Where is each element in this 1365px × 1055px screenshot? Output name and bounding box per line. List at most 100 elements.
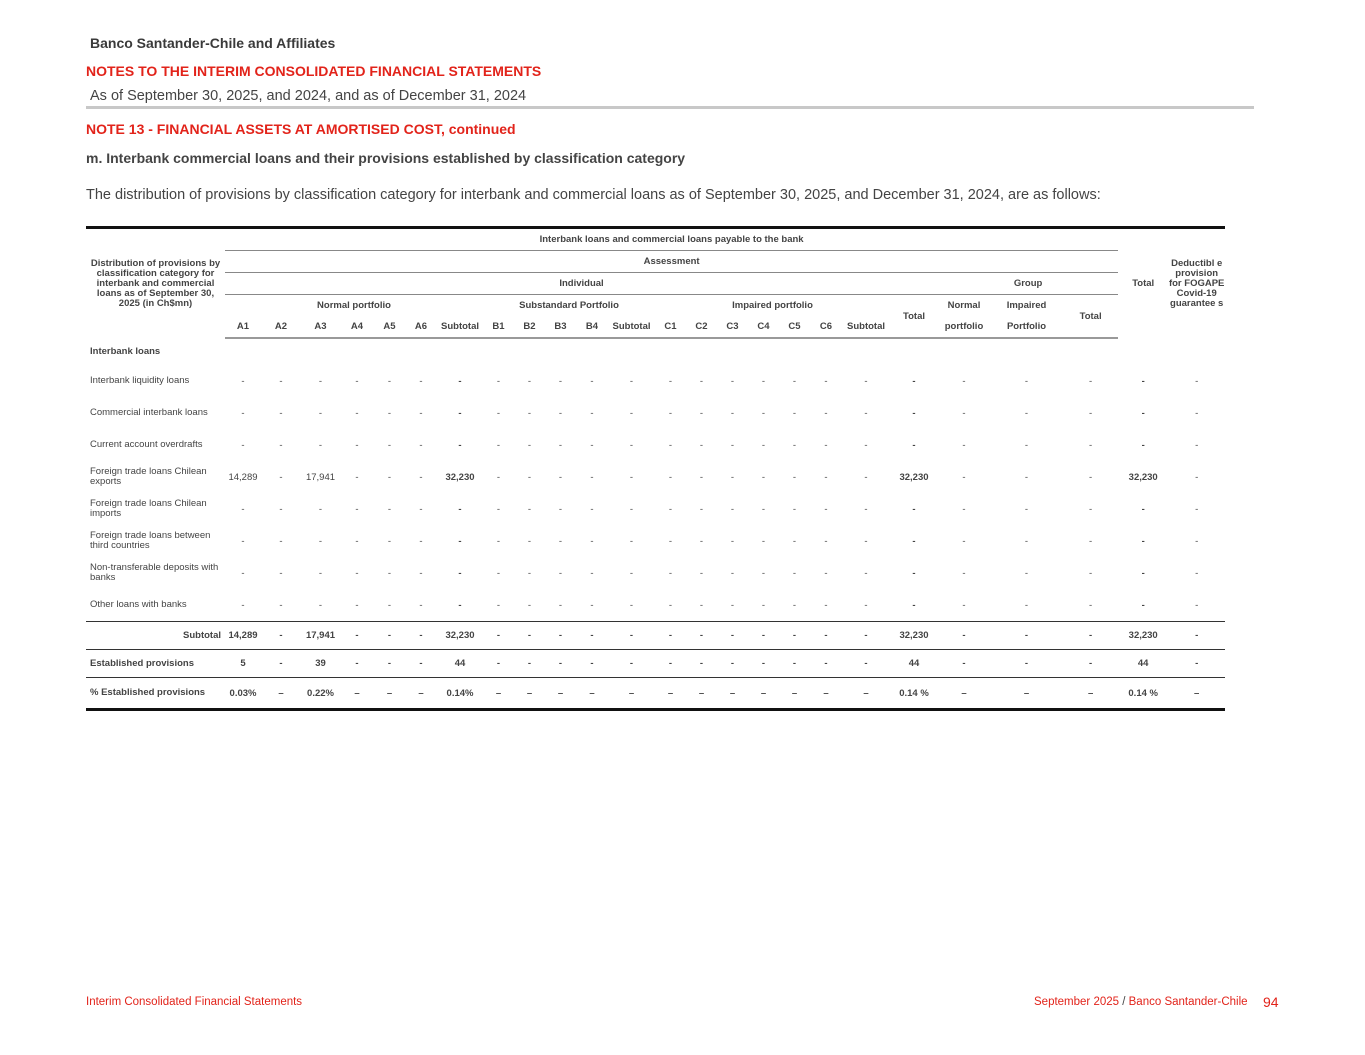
cell: -: [1141, 375, 1145, 387]
substandard-portfolio-header: Substandard Portfolio: [519, 300, 619, 311]
cell: -: [629, 375, 634, 387]
cell: -: [527, 439, 532, 451]
column-header-a1: A1: [225, 316, 261, 339]
cell: -: [699, 599, 704, 611]
cell: -: [668, 535, 673, 547]
header-divider: [86, 106, 1254, 109]
cell: -: [629, 439, 634, 451]
row-label: Current account overdrafts: [90, 439, 203, 450]
cell: -: [387, 503, 392, 515]
summary-cell: -: [655, 649, 686, 678]
cell: -: [962, 599, 966, 611]
summary-cell: –: [779, 677, 810, 711]
column-header-a5: A5: [374, 316, 405, 339]
row-label: Interbank liquidity loans: [90, 375, 190, 386]
summary-cell: -: [514, 649, 545, 678]
cell: -: [387, 375, 392, 387]
summary-cell: –: [405, 677, 437, 711]
summary-cell: -: [717, 649, 748, 678]
summary-cell: -: [842, 649, 890, 678]
cell: -: [279, 407, 283, 419]
summary-cell: -: [261, 649, 301, 678]
summary-cell: -: [340, 649, 374, 678]
summary-cell: –: [686, 677, 717, 711]
cell: -: [792, 375, 797, 387]
cell: -: [792, 599, 797, 611]
cell: -: [279, 439, 283, 451]
cell: -: [558, 471, 563, 483]
cell: -: [590, 407, 594, 419]
individual-total-header: Total: [890, 294, 938, 339]
cell: -: [590, 535, 594, 547]
cell: -: [761, 503, 766, 515]
table-row: Foreign trade loans Chilean exports 14,28…: [86, 461, 1225, 493]
cell: -: [1089, 535, 1093, 547]
column-header-c6: C6: [810, 316, 842, 339]
note-title: NOTE 13 - FINANCIAL ASSETS AT AMORTISED …: [86, 121, 516, 137]
summary-cell: -: [1168, 621, 1226, 650]
cell: -: [1141, 407, 1145, 419]
footer-period: September 2025: [1034, 996, 1120, 1008]
cell: -: [496, 535, 501, 547]
assessment-header: Assessment: [225, 250, 1119, 273]
cell: -: [761, 471, 766, 483]
section-label: Interbank loans: [90, 345, 161, 357]
cell: -: [864, 407, 868, 419]
cell: -: [419, 471, 423, 483]
cell: -: [1089, 471, 1093, 483]
cell: -: [419, 375, 423, 387]
column-header-subtotal: Subtotal: [437, 316, 483, 339]
cell: -: [629, 407, 634, 419]
cell: -: [699, 535, 704, 547]
cell: -: [241, 407, 245, 419]
cell: -: [558, 599, 563, 611]
cell: -: [1195, 503, 1199, 515]
summary-cell: –: [748, 677, 779, 711]
summary-cell: –: [810, 677, 842, 711]
cell: -: [962, 503, 966, 515]
cell: -: [279, 535, 283, 547]
cell: -: [496, 407, 501, 419]
summary-label: Subtotal: [86, 621, 225, 650]
cell: -: [318, 407, 323, 419]
cell: -: [590, 567, 594, 579]
cell: -: [864, 599, 868, 611]
table-row: Other loans with banks - - - - - - - - - - - - - - - - - -…: [86, 589, 1225, 622]
cell: -: [527, 503, 532, 515]
cell: -: [527, 375, 532, 387]
cell: -: [1089, 599, 1093, 611]
summary-cell: –: [608, 677, 655, 711]
cell: -: [1089, 375, 1093, 387]
cell: -: [590, 503, 594, 515]
page-number: 94: [1263, 994, 1279, 1010]
summary-cell: -: [748, 649, 779, 678]
cell: -: [699, 503, 704, 515]
impaired-portfolio-header: Impaired portfolio: [732, 300, 813, 311]
cell: -: [730, 471, 735, 483]
cell: -: [355, 503, 359, 515]
summary-cell: -: [374, 621, 405, 650]
column-header-b2: B2: [514, 316, 545, 339]
total-header: Total: [1118, 226, 1169, 338]
cell: -: [527, 535, 532, 547]
cell: 17,941: [305, 471, 336, 483]
summary-label: Established provisions: [86, 649, 225, 678]
summary-cell: 0.14 %: [1118, 677, 1169, 711]
cell: -: [730, 407, 735, 419]
summary-cell: 32,230: [890, 621, 938, 650]
cell: -: [1024, 599, 1029, 611]
cell: -: [824, 375, 828, 387]
cell: -: [699, 375, 704, 387]
cell: -: [458, 567, 462, 579]
cell: -: [912, 567, 916, 579]
summary-cell: –: [655, 677, 686, 711]
cell: -: [824, 599, 828, 611]
cell: -: [792, 407, 797, 419]
cell: -: [279, 375, 283, 387]
summary-cell: 44: [437, 649, 483, 678]
company-name: Banco Santander-Chile and Affiliates: [90, 35, 336, 51]
column-header-c5: C5: [779, 316, 810, 339]
summary-cell: 44: [890, 649, 938, 678]
cell: -: [1141, 567, 1145, 579]
table-row: Foreign trade loans between third countr…: [86, 525, 1225, 557]
